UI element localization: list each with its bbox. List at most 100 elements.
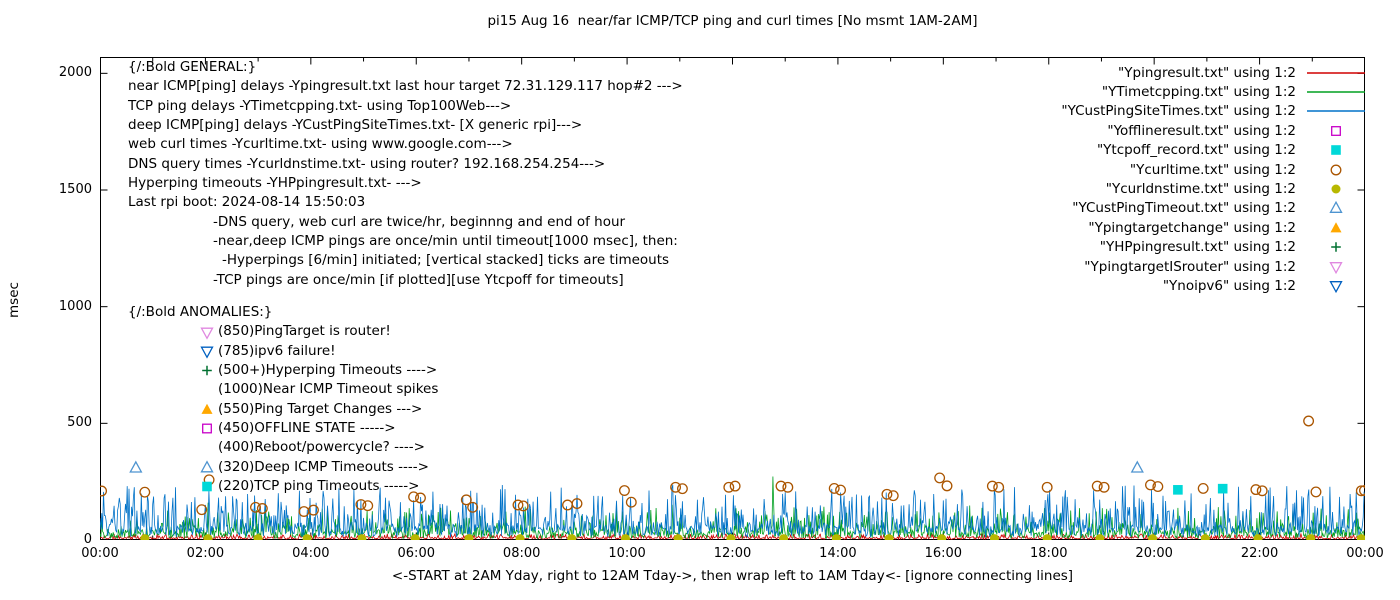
x-tick-label: 22:00 xyxy=(1240,546,1279,561)
anomaly-text: (400)Reboot/powercycle? ----> xyxy=(218,439,425,456)
legend-label: "Ypingresult.txt" using 1:2 xyxy=(1118,64,1296,81)
anomaly-text: (1000)Near ICMP Timeout spikes xyxy=(218,381,439,398)
legend-plus-icon xyxy=(1305,240,1367,254)
general-line: web curl times -Ycurltime.txt- using www… xyxy=(128,136,513,153)
anomaly-item: (550)Ping Target Changes ---> xyxy=(128,400,438,419)
legend-item: "Yofflineresult.txt" using 1:2 xyxy=(1061,121,1367,140)
legend-label: "YHPpingresult.txt" using 1:2 xyxy=(1099,239,1296,256)
anomaly-text: (500+)Hyperping Timeouts ----> xyxy=(218,362,438,379)
anomaly-text: (550)Ping Target Changes ---> xyxy=(218,400,423,417)
general-line: -DNS query, web curl are twice/hr, begin… xyxy=(213,213,626,230)
general-line: Last rpi boot: 2024-08-14 15:50:03 xyxy=(128,194,366,211)
anomaly-text: (320)Deep ICMP Timeouts ----> xyxy=(218,458,429,475)
anomaly-item: (450)OFFLINE STATE -----> xyxy=(128,419,438,438)
legend-label: "YCustPingTimeout.txt" using 1:2 xyxy=(1072,200,1296,217)
anomaly-item: (785)ipv6 failure! xyxy=(128,342,438,361)
series-Ycurldnstime.txt xyxy=(140,534,1365,540)
x-tick-label: 02:00 xyxy=(186,546,225,561)
square-filled-icon xyxy=(200,479,218,494)
anomaly-text: (785)ipv6 failure! xyxy=(218,342,336,359)
series-Ycurltime.txt xyxy=(100,415,1365,517)
legend-label: "Ycurldnstime.txt" using 1:2 xyxy=(1105,181,1296,198)
legend-item: "Ycurldnstime.txt" using 1:2 xyxy=(1061,179,1367,198)
general-line: deep ICMP[ping] delays -YCustPingSiteTim… xyxy=(128,117,583,134)
triangle-filled-icon xyxy=(200,402,218,417)
general-line: TCP ping delays -YTimetcpping.txt- using… xyxy=(128,97,512,114)
legend-label: "Ycurltime.txt" using 1:2 xyxy=(1129,161,1296,178)
legend-item: "Ytcpoff_record.txt" using 1:2 xyxy=(1061,141,1367,160)
legend-circle-open-icon xyxy=(1305,163,1367,177)
general-line: -near,deep ICMP pings are once/min until… xyxy=(213,233,678,250)
legend-label: "YTimetcpping.txt" using 1:2 xyxy=(1101,84,1296,101)
anomaly-text: (850)PingTarget is router! xyxy=(218,323,391,340)
y-tick-label: 2000 xyxy=(58,65,92,81)
legend-line-sample xyxy=(1305,85,1367,99)
anomaly-text: (220)TCP ping Timeouts -----> xyxy=(218,478,420,495)
general-heading: {/:Bold GENERAL:} xyxy=(128,59,257,75)
x-tick-label: 04:00 xyxy=(292,546,330,561)
general-annotation-block: {/:Bold GENERAL:} near ICMP[ping] delays … xyxy=(128,58,683,290)
general-line: near ICMP[ping] delays -Ypingresult.txt … xyxy=(128,78,683,95)
legend-item: "Ynoipv6" using 1:2 xyxy=(1061,276,1367,295)
anomaly-text: (450)OFFLINE STATE -----> xyxy=(218,420,396,437)
x-tick-label: 00:00 xyxy=(1346,546,1384,561)
anomaly-item: (850)PingTarget is router! xyxy=(128,322,438,341)
anomaly-item: (320)Deep ICMP Timeouts ----> xyxy=(128,458,438,477)
anomaly-item: (400)Reboot/powercycle? ----> xyxy=(128,438,438,457)
x-tick-label: 14:00 xyxy=(819,546,857,561)
legend-item: "YCustPingTimeout.txt" using 1:2 xyxy=(1061,199,1367,218)
legend-item: "YHPpingresult.txt" using 1:2 xyxy=(1061,238,1367,257)
x-tick-label: 00:00 xyxy=(81,546,119,561)
legend-label: "YpingtargetISrouter" using 1:2 xyxy=(1084,258,1296,275)
anomaly-item: (500+)Hyperping Timeouts ----> xyxy=(128,361,438,380)
legend-triangle-open-icon xyxy=(1305,201,1367,215)
x-axis-label: <-START at 2AM Yday, right to 12AM Tday-… xyxy=(391,568,1074,584)
x-tick-label: 10:00 xyxy=(608,546,646,561)
legend-line-sample xyxy=(1305,104,1367,118)
legend-square-filled-icon xyxy=(1305,143,1367,157)
x-tick-label: 12:00 xyxy=(713,546,752,561)
legend-item: "Ypingtargetchange" using 1:2 xyxy=(1061,218,1367,237)
anomaly-item: (220)TCP ping Timeouts -----> xyxy=(128,477,438,496)
legend-label: "Ynoipv6" using 1:2 xyxy=(1162,277,1296,294)
legend: "Ypingresult.txt" using 1:2 "YTimetcpping… xyxy=(1061,63,1367,296)
anomalies-heading: {/:Bold ANOMALIES:} xyxy=(128,304,273,320)
series-Ytcpoff_record.txt xyxy=(1173,483,1228,495)
general-line: Hyperping timeouts -YHPpingresult.txt- -… xyxy=(128,175,422,192)
legend-item: "Ypingresult.txt" using 1:2 xyxy=(1061,63,1367,82)
plot-area xyxy=(100,57,1365,540)
general-line: -TCP pings are once/min [if plotted][use… xyxy=(213,271,624,288)
triangle-down-open-icon xyxy=(200,344,218,359)
legend-item: "Ycurltime.txt" using 1:2 xyxy=(1061,160,1367,179)
chart-title: pi15 Aug 16 near/far ICMP/TCP ping and c… xyxy=(487,13,978,29)
x-tick-label: 18:00 xyxy=(1030,546,1068,561)
legend-item: "YpingtargetISrouter" using 1:2 xyxy=(1061,257,1367,276)
legend-item: "YTimetcpping.txt" using 1:2 xyxy=(1061,82,1367,101)
plus-icon xyxy=(200,363,218,378)
triangle-open-icon xyxy=(200,460,218,475)
series-YCustPingSiteTimes.txt xyxy=(100,484,1365,538)
square-open-icon xyxy=(200,421,218,436)
anomalies-annotation-block: {/:Bold ANOMALIES:} (850)PingTarget is ro… xyxy=(128,303,438,496)
legend-item: "YCustPingSiteTimes.txt" using 1:2 xyxy=(1061,102,1367,121)
legend-circle-filled-icon xyxy=(1305,182,1367,196)
series-YCustPingTimeout.txt xyxy=(129,460,1144,473)
general-line: DNS query times -Ycurldnstime.txt- using… xyxy=(128,155,606,172)
general-line: -Hyperpings [6/min] initiated; [vertical… xyxy=(222,252,670,269)
triangle-down-open-icon xyxy=(200,325,218,340)
legend-label: "Yofflineresult.txt" using 1:2 xyxy=(1107,122,1296,139)
x-tick-label: 20:00 xyxy=(1135,546,1173,561)
legend-square-open-icon xyxy=(1305,124,1367,138)
y-tick-label: 0 xyxy=(83,532,92,547)
x-tick-label: 06:00 xyxy=(397,546,435,561)
y-tick-label: 1500 xyxy=(58,182,92,197)
legend-label: "Ytcpoff_record.txt" using 1:2 xyxy=(1096,142,1296,159)
y-tick-label: 500 xyxy=(67,415,92,431)
legend-line-sample xyxy=(1305,66,1367,80)
legend-triangle-down-open-icon xyxy=(1305,279,1367,293)
anomaly-item: (1000)Near ICMP Timeout spikes xyxy=(128,380,438,399)
legend-label: "Ypingtargetchange" using 1:2 xyxy=(1088,219,1296,236)
legend-triangle-filled-icon xyxy=(1305,221,1367,235)
x-tick-label: 16:00 xyxy=(924,546,963,561)
